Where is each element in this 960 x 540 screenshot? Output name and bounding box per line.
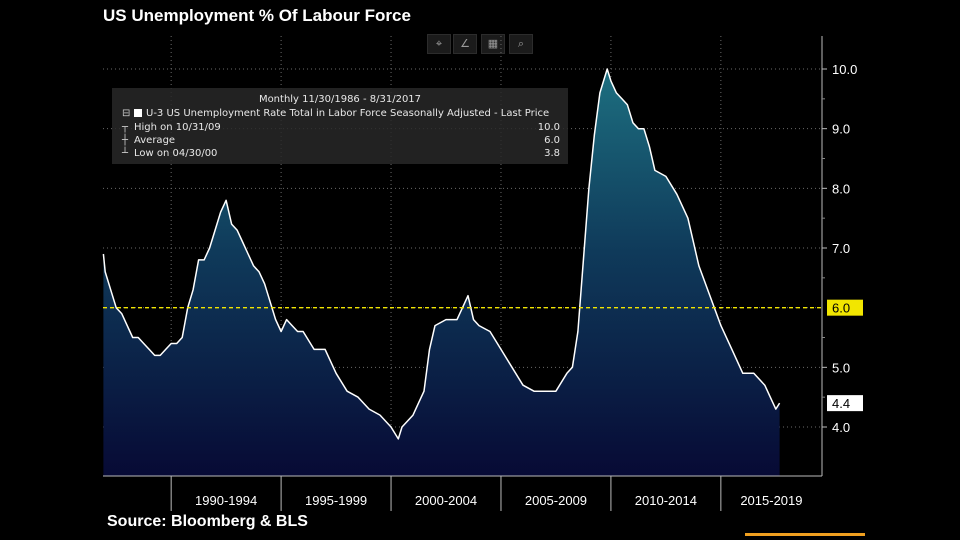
y-tick-label: 7.0 bbox=[832, 241, 850, 256]
last-value-badge-label: 4.4 bbox=[832, 396, 850, 411]
x-axis: 1990-1994 1995-1999 2000-2004 2005-2009 2010… bbox=[103, 475, 822, 511]
y-tick-label: 5.0 bbox=[832, 360, 850, 375]
draw-line-icon[interactable]: ∠ bbox=[453, 34, 477, 54]
average-marker-icon: ┼ bbox=[122, 135, 129, 146]
low-marker-icon: ┴ bbox=[122, 148, 129, 159]
series-area bbox=[103, 69, 780, 476]
y-tick-label: 9.0 bbox=[832, 122, 850, 137]
y-tick-label: 10.0 bbox=[832, 62, 857, 77]
legend-high-value: 10.0 bbox=[537, 122, 560, 133]
last-value-badge bbox=[827, 395, 863, 412]
value-badges: 6.0 4.4 bbox=[827, 299, 863, 412]
legend-average-label: Average bbox=[134, 135, 176, 146]
y-axis: 4.0 5.0 7.0 8.0 9.0 10.0 bbox=[821, 36, 857, 476]
series-color-swatch bbox=[134, 109, 142, 117]
x-tick-label: 2015-2019 bbox=[740, 493, 802, 508]
legend-header: Monthly 11/30/1986 - 8/31/2017 bbox=[258, 94, 422, 105]
legend-box: Monthly 11/30/1986 - 8/31/2017 ⊟ U-3 US … bbox=[112, 88, 568, 164]
legend-row-high: ┬ High on 10/31/09 10.0 bbox=[122, 122, 560, 134]
collapse-icon[interactable]: ⊟ bbox=[122, 108, 131, 119]
chart-title: US Unemployment % Of Labour Force bbox=[103, 6, 411, 25]
legend-series-row: ⊟ U-3 US Unemployment Rate Total in Labo… bbox=[122, 108, 560, 120]
x-tick-label: 1990-1994 bbox=[195, 493, 257, 508]
zoom-icon[interactable]: ⌕ bbox=[509, 34, 533, 54]
crosshair-icon[interactable]: ⌖ bbox=[427, 34, 451, 54]
legend-high-label: High on 10/31/09 bbox=[134, 122, 221, 133]
legend-average-value: 6.0 bbox=[544, 135, 560, 146]
average-badge-label: 6.0 bbox=[832, 301, 850, 316]
legend-row-low: ┴ Low on 04/30/00 3.8 bbox=[122, 148, 560, 160]
series-line bbox=[102, 68, 781, 440]
legend-low-value: 3.8 bbox=[544, 148, 560, 159]
average-badge bbox=[827, 299, 863, 316]
legend-series-label: U-3 US Unemployment Rate Total in Labor … bbox=[146, 108, 550, 119]
source-note: Source: Bloomberg & BLS bbox=[107, 513, 308, 530]
high-marker-icon: ┬ bbox=[122, 122, 129, 133]
x-tick-label: 2000-2004 bbox=[415, 493, 477, 508]
y-tick-label: 4.0 bbox=[832, 420, 850, 435]
legend-low-label: Low on 04/30/00 bbox=[134, 148, 218, 159]
x-tick-label: 1995-1999 bbox=[305, 493, 367, 508]
x-tick-label: 2010-2014 bbox=[635, 493, 697, 508]
chart-view-icon[interactable]: ▦ bbox=[481, 34, 505, 54]
accent-rule bbox=[745, 533, 865, 536]
x-tick-label: 2005-2009 bbox=[525, 493, 587, 508]
y-tick-label: 8.0 bbox=[832, 181, 850, 196]
legend-row-average: ┼ Average 6.0 bbox=[122, 135, 560, 147]
